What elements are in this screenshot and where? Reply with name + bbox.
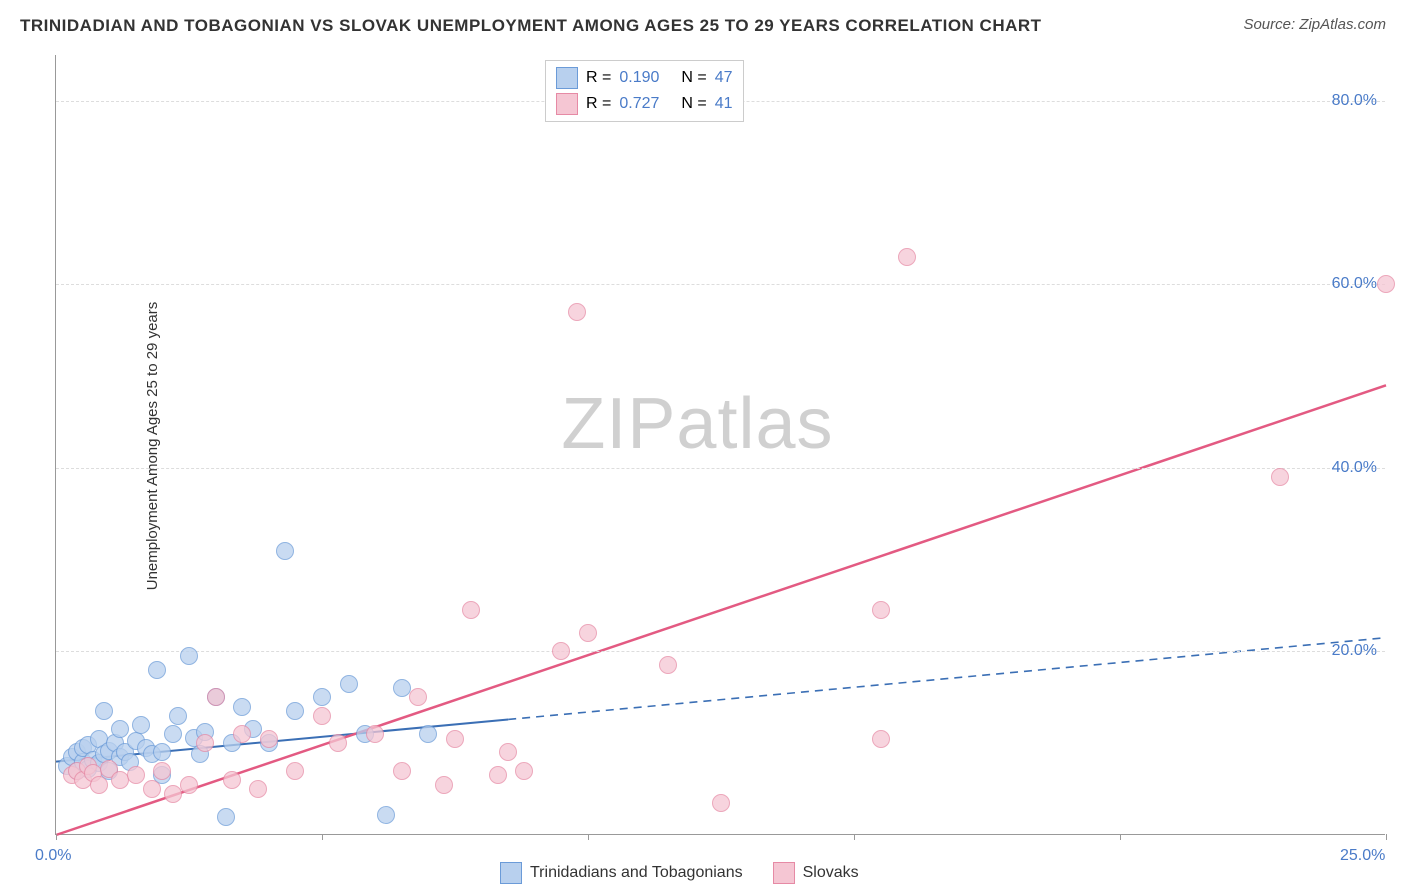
data-point: [462, 601, 480, 619]
gridline: [56, 468, 1385, 469]
y-tick-label: 40.0%: [1332, 459, 1377, 477]
data-point: [409, 688, 427, 706]
x-tick: [322, 834, 323, 840]
data-point: [286, 762, 304, 780]
watermark-light: atlas: [676, 384, 833, 464]
data-point: [898, 248, 916, 266]
data-point: [180, 776, 198, 794]
gridline: [56, 284, 1385, 285]
x-tick-label: 0.0%: [35, 847, 71, 865]
data-point: [313, 707, 331, 725]
data-point: [552, 642, 570, 660]
legend-r-label: R =: [586, 69, 611, 87]
data-point: [111, 720, 129, 738]
x-tick-label: 25.0%: [1340, 847, 1385, 865]
legend-series: Trinidadians and Tobagonians Slovaks: [500, 862, 859, 884]
data-point: [377, 806, 395, 824]
data-point: [233, 725, 251, 743]
data-point: [153, 762, 171, 780]
source-label: Source: ZipAtlas.com: [1243, 16, 1386, 33]
legend-series-label: Slovaks: [803, 864, 859, 882]
chart-title: TRINIDADIAN AND TOBAGONIAN VS SLOVAK UNE…: [20, 16, 1042, 36]
legend-r-value: 0.727: [619, 95, 659, 113]
data-point: [169, 707, 187, 725]
data-point: [153, 743, 171, 761]
legend-stat-row: R = 0.727 N = 41: [556, 91, 733, 117]
data-point: [95, 702, 113, 720]
gridline: [56, 651, 1385, 652]
watermark-bold: ZIP: [561, 384, 676, 464]
legend-n-label: N =: [681, 69, 706, 87]
legend-r-label: R =: [586, 95, 611, 113]
data-point: [90, 776, 108, 794]
legend-swatch: [773, 862, 795, 884]
data-point: [435, 776, 453, 794]
x-tick: [1386, 834, 1387, 840]
data-point: [196, 734, 214, 752]
legend-n-value: 47: [715, 69, 733, 87]
data-point: [143, 780, 161, 798]
data-point: [276, 542, 294, 560]
legend-n-label: N =: [681, 95, 706, 113]
legend-r-value: 0.190: [619, 69, 659, 87]
data-point: [446, 730, 464, 748]
legend-stat-row: R = 0.190 N = 47: [556, 65, 733, 91]
data-point: [132, 716, 150, 734]
data-point: [207, 688, 225, 706]
legend-stats: R = 0.190 N = 47 R = 0.727 N = 41: [545, 60, 744, 122]
plot-area: ZIPatlas 20.0% 40.0% 60.0% 80.0%: [55, 55, 1385, 835]
data-point: [313, 688, 331, 706]
y-tick-label: 60.0%: [1332, 275, 1377, 293]
y-tick-label: 20.0%: [1332, 642, 1377, 660]
data-point: [872, 730, 890, 748]
legend-series-label: Trinidadians and Tobagonians: [530, 864, 743, 882]
legend-swatch: [556, 93, 578, 115]
legend-n-value: 41: [715, 95, 733, 113]
trend-lines: [56, 55, 1386, 835]
data-point: [164, 785, 182, 803]
data-point: [286, 702, 304, 720]
data-point: [579, 624, 597, 642]
data-point: [260, 730, 278, 748]
watermark: ZIPatlas: [561, 383, 833, 465]
data-point: [249, 780, 267, 798]
x-tick: [588, 834, 589, 840]
legend-series-item: Trinidadians and Tobagonians: [500, 862, 743, 884]
data-point: [233, 698, 251, 716]
data-point: [515, 762, 533, 780]
data-point: [164, 725, 182, 743]
data-point: [180, 647, 198, 665]
data-point: [712, 794, 730, 812]
data-point: [148, 661, 166, 679]
data-point: [489, 766, 507, 784]
data-point: [659, 656, 677, 674]
x-tick: [56, 834, 57, 840]
data-point: [329, 734, 347, 752]
data-point: [1271, 468, 1289, 486]
y-tick-label: 80.0%: [1332, 92, 1377, 110]
data-point: [393, 762, 411, 780]
data-point: [127, 766, 145, 784]
x-tick: [854, 834, 855, 840]
legend-series-item: Slovaks: [773, 862, 859, 884]
data-point: [366, 725, 384, 743]
data-point: [419, 725, 437, 743]
data-point: [568, 303, 586, 321]
legend-swatch: [556, 67, 578, 89]
data-point: [1377, 275, 1395, 293]
data-point: [217, 808, 235, 826]
data-point: [499, 743, 517, 761]
data-point: [872, 601, 890, 619]
data-point: [340, 675, 358, 693]
data-point: [223, 771, 241, 789]
legend-swatch: [500, 862, 522, 884]
x-tick: [1120, 834, 1121, 840]
